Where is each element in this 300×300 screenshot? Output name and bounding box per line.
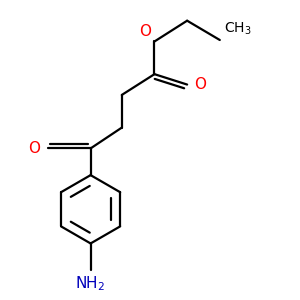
Text: O: O — [28, 141, 40, 156]
Text: CH$_3$: CH$_3$ — [224, 21, 252, 37]
Text: O: O — [140, 23, 152, 38]
Text: NH$_2$: NH$_2$ — [76, 274, 106, 293]
Text: O: O — [195, 77, 207, 92]
